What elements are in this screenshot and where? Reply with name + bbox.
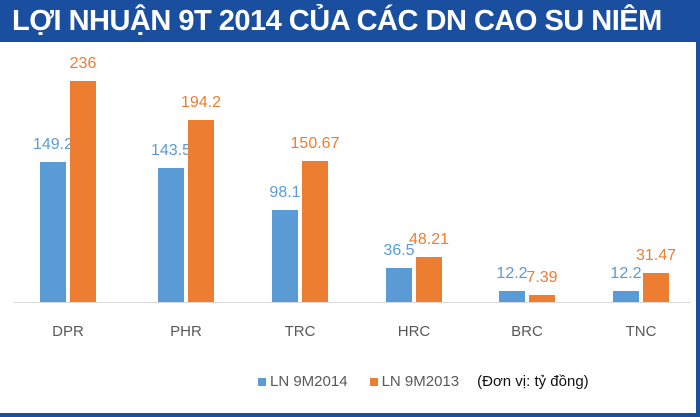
data-label-dpr-2013: 236 bbox=[69, 55, 97, 72]
data-label-trc-2014: 98.1 bbox=[269, 184, 301, 202]
data-label-phr-2014: 143.5 bbox=[150, 141, 192, 159]
bar-trc-2014 bbox=[272, 210, 298, 302]
frame-border-bottom bbox=[0, 413, 700, 417]
bar-brc-2013 bbox=[529, 295, 555, 302]
category-label-hrc: HRC bbox=[397, 323, 431, 340]
bar-hrc-2014 bbox=[386, 267, 412, 302]
bar-tnc-2014 bbox=[613, 290, 639, 302]
legend-label-2013: LN 9M2013 bbox=[381, 373, 460, 390]
bar-trc-2013 bbox=[302, 160, 328, 302]
category-label-tnc: TNC bbox=[625, 323, 657, 340]
data-label-brc-2013: 7.39 bbox=[526, 269, 558, 287]
bar-brc-2014 bbox=[499, 290, 525, 302]
bar-phr-2014 bbox=[158, 167, 184, 302]
data-label-hrc-2014: 36.5 bbox=[383, 241, 415, 259]
data-label-dpr-2014: 149.2 bbox=[32, 136, 74, 154]
data-label-tnc-2013: 31.47 bbox=[635, 246, 677, 264]
bar-phr-2013 bbox=[188, 120, 214, 302]
legend-label-2014: LN 9M2014 bbox=[270, 373, 348, 390]
data-label-brc-2014: 12.2 bbox=[496, 264, 528, 282]
data-label-tnc-2014: 12.2 bbox=[610, 264, 642, 282]
category-label-brc: BRC bbox=[511, 323, 543, 340]
x-axis-line bbox=[14, 302, 690, 303]
data-label-hrc-2013: 48.21 bbox=[408, 230, 450, 248]
chart-title: LỢI NHUẬN 9T 2014 CỦA CÁC DN CAO SU NIÊM… bbox=[0, 0, 700, 79]
data-label-trc-2013: 150.67 bbox=[290, 134, 340, 152]
bar-tnc-2013 bbox=[643, 272, 669, 302]
frame-border-right bbox=[696, 42, 700, 417]
bar-hrc-2013 bbox=[416, 256, 442, 302]
bar-dpr-2013 bbox=[70, 81, 96, 302]
unit-note: (Đơn vị: tỷ đồng) bbox=[477, 373, 589, 390]
category-label-trc: TRC bbox=[284, 323, 316, 340]
bar-dpr-2014 bbox=[40, 162, 66, 302]
category-label-phr: PHR bbox=[170, 323, 202, 340]
category-label-dpr: DPR bbox=[52, 323, 84, 340]
legend-swatch-2014 bbox=[258, 377, 266, 386]
legend-swatch-2013 bbox=[369, 377, 378, 386]
legend: LN 9M2014 LN 9M2013 (Đơn vị: tỷ đồng) bbox=[258, 373, 589, 390]
data-label-phr-2013: 194.2 bbox=[180, 94, 222, 112]
